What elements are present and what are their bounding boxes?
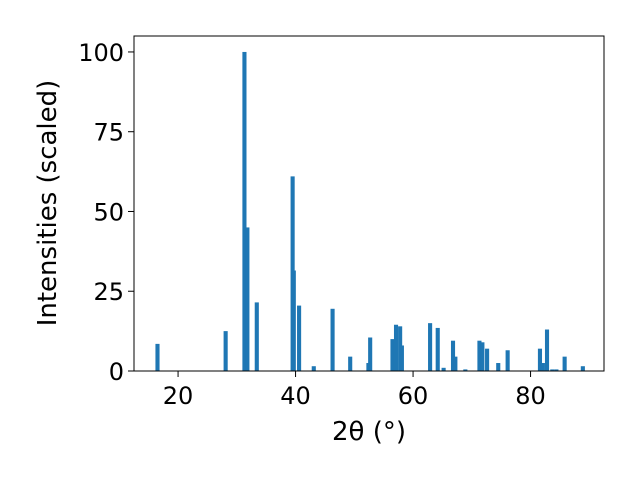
bar <box>540 363 545 371</box>
bar <box>550 369 555 371</box>
bar <box>330 308 335 371</box>
bar <box>435 327 440 371</box>
x-tick-label: 80 <box>515 382 546 410</box>
y-axis: 0 25 50 75 100 <box>78 39 134 386</box>
bar <box>291 270 296 371</box>
bar <box>505 350 510 371</box>
bar <box>155 343 160 371</box>
bar <box>554 369 559 371</box>
bar <box>245 227 250 371</box>
y-tick-label: 25 <box>93 278 124 306</box>
y-axis-label: Intensities (scaled) <box>33 80 63 327</box>
bar <box>480 342 485 371</box>
bar <box>428 323 433 371</box>
bar <box>297 305 302 371</box>
bar <box>496 363 501 371</box>
bar <box>399 345 404 371</box>
y-tick-label: 50 <box>93 198 124 226</box>
y-tick-label: 75 <box>93 119 124 147</box>
bar <box>311 366 316 371</box>
bar <box>254 302 259 371</box>
bar <box>223 331 228 371</box>
bar <box>450 340 456 371</box>
x-axis-label: 2θ (°) <box>332 417 406 447</box>
plot-frame <box>133 35 605 372</box>
bar <box>477 340 482 371</box>
x-tick-label: 20 <box>163 382 194 410</box>
bar <box>368 337 373 371</box>
y-tick-label: 0 <box>109 358 124 386</box>
bar <box>463 369 468 371</box>
bar <box>537 348 543 371</box>
x-tick-label: 40 <box>280 382 311 410</box>
bars-group <box>155 51 585 371</box>
bar <box>390 339 395 371</box>
x-tick-label: 60 <box>398 382 429 410</box>
bar <box>453 356 458 371</box>
bar <box>580 366 585 371</box>
bar <box>393 324 399 371</box>
bar <box>348 356 353 371</box>
bar <box>562 356 567 371</box>
bar <box>441 367 446 371</box>
bar <box>485 348 490 371</box>
y-tick-label: 100 <box>78 39 124 67</box>
x-axis: 20 40 60 80 <box>163 371 546 410</box>
bar <box>242 51 247 371</box>
bar <box>544 329 550 371</box>
